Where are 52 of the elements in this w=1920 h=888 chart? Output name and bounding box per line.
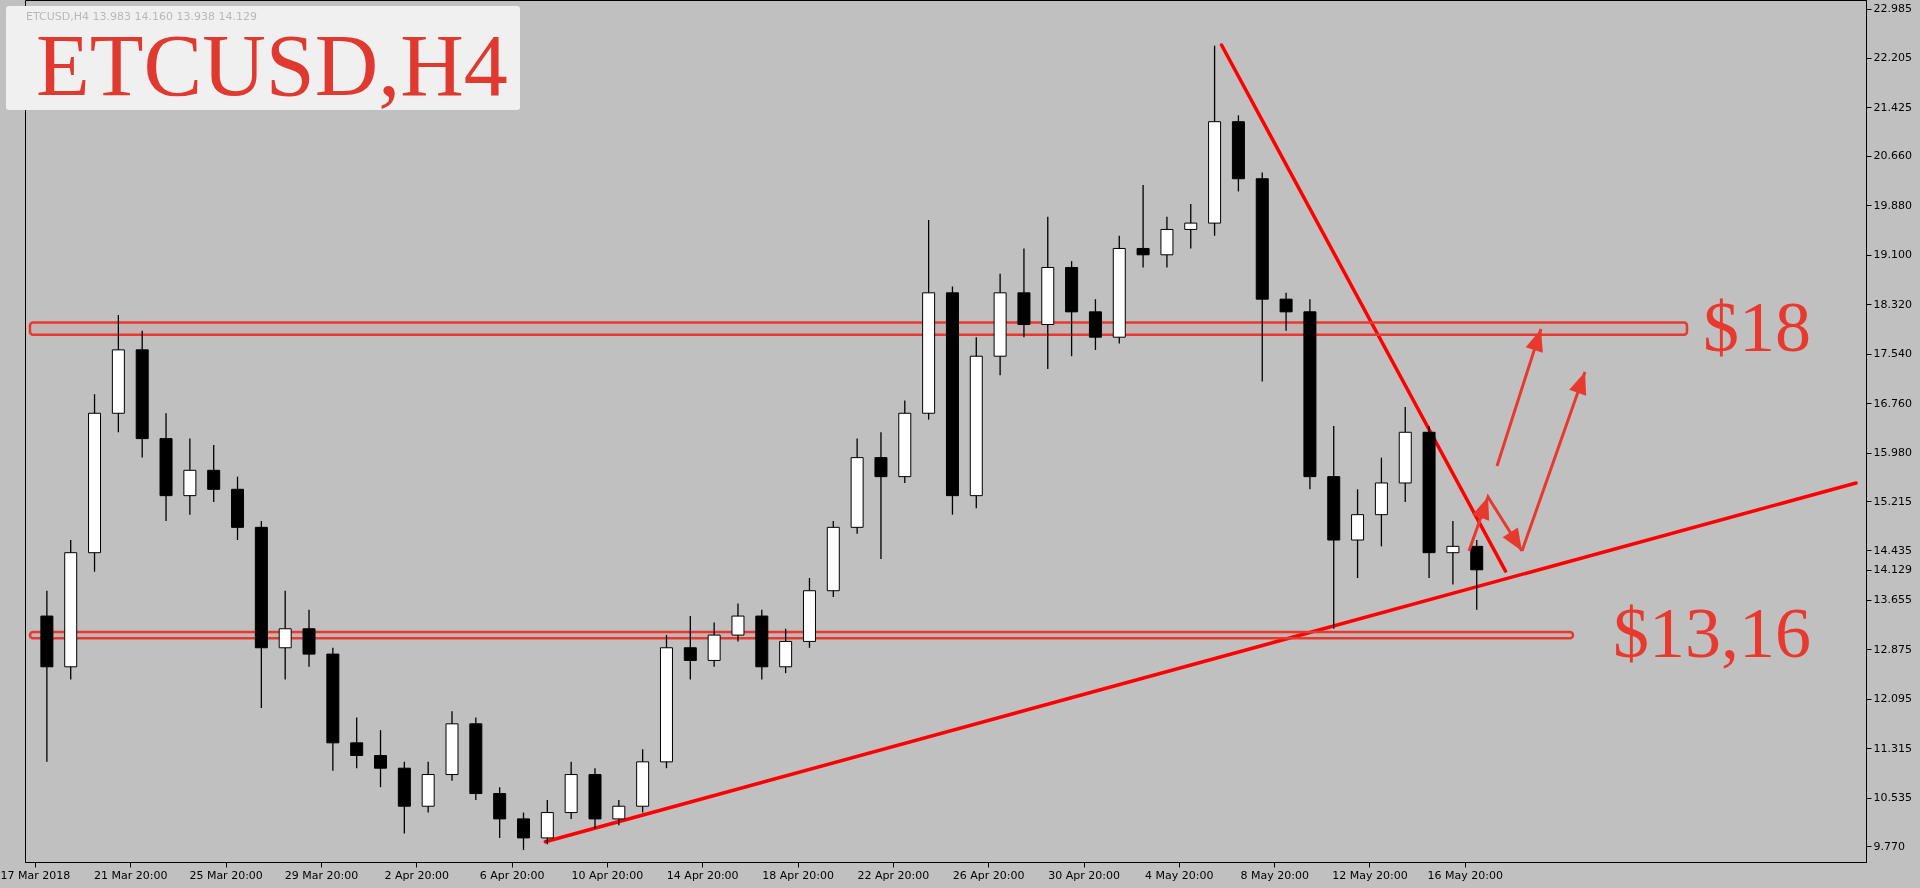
y-tick-label: 12.875 <box>1873 642 1912 656</box>
candlestick <box>874 431 888 560</box>
candlestick <box>1446 520 1460 586</box>
x-tick-label: 17 Mar 2018 <box>0 868 71 882</box>
x-tick-label: 14 Apr 20:00 <box>666 868 739 882</box>
y-tick-label: 13.655 <box>1873 593 1912 607</box>
y-tick-label: 21.425 <box>1873 100 1912 114</box>
x-tick-label: 10 Apr 20:00 <box>571 868 644 882</box>
x-tick-label: 6 Apr 20:00 <box>479 868 545 882</box>
x-tick-label: 12 May 20:00 <box>1332 868 1408 882</box>
y-tick-label: 10.535 <box>1873 791 1912 805</box>
y-tick-label: 15.215 <box>1873 494 1912 508</box>
candlestick <box>1136 184 1150 269</box>
x-tick-label: 25 Mar 20:00 <box>189 868 263 882</box>
y-tick-label: 11.315 <box>1873 741 1912 755</box>
candlestick <box>1470 539 1484 611</box>
text: ETCUSD,H4 13.983 14.160 13.938 14.129 <box>26 10 257 23</box>
y-tick-label: 17.540 <box>1873 347 1912 361</box>
x-tick-label: 30 Apr 20:00 <box>1048 868 1120 882</box>
candlestick <box>683 615 697 681</box>
x-tick-label: 21 Mar 20:00 <box>94 868 168 882</box>
x-tick-label: 22 Apr 20:00 <box>857 868 930 882</box>
y-tick-label: 18.320 <box>1873 297 1912 311</box>
candlestick <box>731 602 745 643</box>
x-tick-label: 18 Apr 20:00 <box>762 868 834 882</box>
candlestick <box>207 444 221 503</box>
y-tick-label: 9.770 <box>1873 839 1905 853</box>
band-label: $18 <box>1703 286 1811 367</box>
candlestick <box>612 799 626 826</box>
x-tick-label: 4 May 20:00 <box>1145 868 1214 882</box>
y-tick-label: 14.129 <box>1873 563 1912 577</box>
candlestick <box>1184 203 1198 250</box>
candlestick <box>1279 292 1293 332</box>
y-tick-label: 14.435 <box>1873 543 1912 557</box>
x-tick-label: 8 May 20:00 <box>1240 868 1309 882</box>
x-tick-label: 26 Apr 20:00 <box>952 868 1025 882</box>
x-tick-label: 2 Apr 20:00 <box>384 868 450 882</box>
y-tick-label: 12.095 <box>1873 692 1912 706</box>
x-tick-label: 16 May 20:00 <box>1427 868 1504 882</box>
y-tick-label: 19.880 <box>1873 198 1912 212</box>
y-tick-label: 22.985 <box>1873 2 1912 16</box>
y-tick-label: 16.760 <box>1873 396 1912 410</box>
band-label: $13,16 <box>1613 593 1811 674</box>
candlestick <box>517 811 530 851</box>
y-tick-label: 20.660 <box>1873 149 1912 163</box>
y-tick-label: 22.205 <box>1873 51 1912 65</box>
x-tick-label: 29 Mar 20:00 <box>284 868 359 882</box>
y-tick-label: 15.980 <box>1873 446 1912 460</box>
candlestick <box>350 716 364 769</box>
y-tick-label: 19.100 <box>1873 248 1912 262</box>
candlestick <box>374 729 388 788</box>
candlestick <box>278 590 292 681</box>
